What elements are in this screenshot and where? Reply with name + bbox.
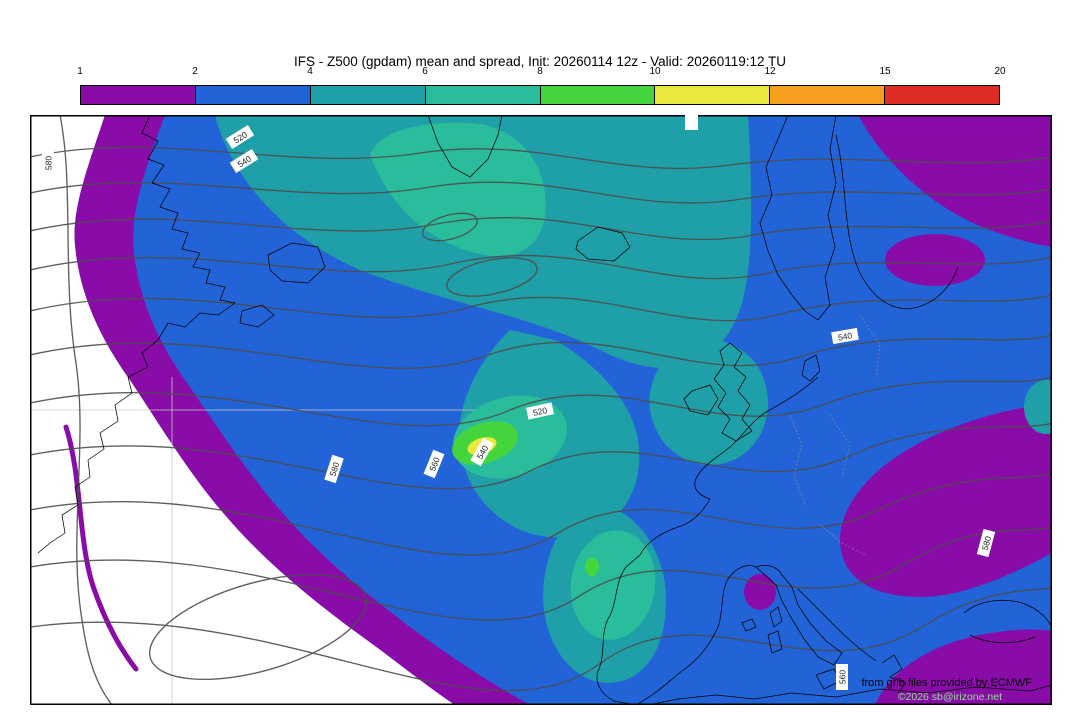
- blank-label-notch: [685, 112, 698, 130]
- spread-region-purple-streak: [63, 424, 139, 672]
- svg-text:580: 580: [44, 156, 54, 170]
- spread-region-purple-northeast-lobe: [885, 234, 985, 286]
- colorbar-tick: 4: [307, 66, 313, 77]
- colorbar-tick: 6: [422, 66, 428, 77]
- colorbar-segment-6-8: [425, 86, 541, 104]
- chart-title: IFS - Z500 (gpdam) mean and spread, Init…: [293, 54, 787, 69]
- colorbar-tick: 10: [649, 66, 661, 77]
- svg-text:540: 540: [837, 330, 853, 342]
- map-panel: 580 520 540 520 540 560 580 540 580 560 …: [30, 112, 1052, 705]
- coastlines: [37, 115, 1052, 705]
- spread-region-purple-southeast: [875, 629, 1052, 705]
- contour-label: 580: [976, 528, 996, 558]
- spread-region-purple-alps: [744, 574, 776, 610]
- svg-text:560: 560: [838, 670, 848, 684]
- attribution-text: from grib files provided by ECMWF: [861, 677, 1032, 689]
- weather-map: 580 520 540 520 540 560 580 540 580 560: [30, 115, 1052, 705]
- colorbar-tick: 15: [879, 66, 891, 77]
- map-border: [30, 115, 1052, 705]
- colorbar-tick: 1: [77, 66, 83, 77]
- svg-text:580: 580: [980, 535, 993, 552]
- colorbar-segment-8-10: [540, 86, 656, 104]
- spread-region-seagreen-north: [370, 122, 546, 257]
- spread-region-purple-northeast: [858, 115, 1052, 247]
- copyright-text: ©2026 sb@irizone.net: [897, 691, 1002, 703]
- contour-label: 580: [324, 454, 344, 484]
- contour-label: 580: [42, 150, 54, 176]
- country-borders: [789, 314, 881, 556]
- z500-contours: [30, 115, 1052, 705]
- colorbar-tick: 12: [764, 66, 776, 77]
- colorbar-segment-2-4: [195, 86, 311, 104]
- colorbar-segment-4-6: [310, 86, 426, 104]
- colorbar-segment-15-20: [885, 86, 999, 104]
- contour-label: 540: [831, 327, 859, 345]
- svg-text:580: 580: [328, 461, 342, 478]
- colorbar-segment-12-15: [770, 86, 886, 104]
- contour-label: 560: [423, 449, 445, 479]
- colorbar-tick: 8: [537, 66, 543, 77]
- spread-region-teal-uk: [649, 338, 768, 465]
- colorbar-tick: 20: [994, 66, 1006, 77]
- svg-text:520: 520: [532, 405, 548, 418]
- colorbar-segment-1-2: [81, 86, 196, 104]
- spread-region-purple-east: [839, 403, 1052, 598]
- colorbar-segment-10-12: [655, 86, 771, 104]
- spread-colorbar: [80, 85, 1000, 105]
- graticule: [30, 377, 475, 705]
- spread-region-teal-east-edge: [1024, 380, 1052, 434]
- spread-region-white-southwest: [30, 115, 455, 705]
- spread-region-green-dot: [585, 558, 599, 576]
- colorbar-tick: 2: [192, 66, 198, 77]
- contour-label: 520: [526, 402, 554, 420]
- contour-label: 560: [836, 664, 848, 690]
- spread-region-seagreen-south: [570, 530, 656, 640]
